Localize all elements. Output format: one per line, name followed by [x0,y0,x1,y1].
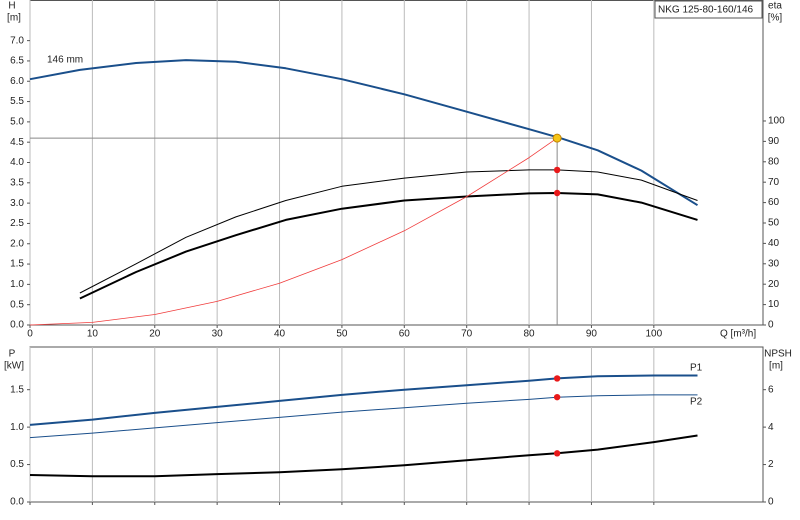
marker-dot [553,393,561,401]
series-line [29,59,699,207]
y-tick-label: 1.0 [10,279,24,290]
chart-title: NKG 125-80-160/146 [658,5,754,16]
y-tick-label: 1.5 [10,259,24,270]
y-tick-label: 3.5 [10,177,24,188]
y-tick-label: 3.0 [10,198,24,209]
y-tick-label: 0.0 [10,320,24,331]
x-label: Q [m³/h] [720,329,756,340]
y2-tick-label: 2 [768,459,774,470]
y2-unit: [%] [768,13,783,24]
marker-dot [553,375,561,382]
marker-dot [553,450,561,457]
y2-label: eta [768,1,782,12]
x-tick-label: 30 [212,329,224,340]
y-tick-label: 4.5 [10,137,24,148]
y2-tick-label: 10 [768,299,780,310]
y-tick-label: 2.0 [10,238,24,249]
x-tick-label: 80 [524,329,536,340]
y-tick-label: 1.0 [10,422,24,433]
y-unit: [kW] [4,361,24,372]
y2-tick-label: 50 [768,218,780,229]
y-tick-label: 1.5 [10,384,24,395]
y-tick-label: 5.5 [10,96,24,107]
y-tick-label: 0.0 [10,497,24,508]
y2-tick-label: 20 [768,279,780,290]
x-tick-label: 60 [399,329,411,340]
y2-tick-label: 0 [768,320,774,331]
series-line [79,192,698,300]
y2-tick-label: 90 [768,136,780,147]
title-box [654,0,763,19]
y2-tick-label: 4 [768,422,774,433]
y2-tick-label: 0 [768,497,774,508]
x-tick-label: 50 [336,329,348,340]
series-label: P1 [690,363,703,374]
y2-tick-label: 80 [768,156,780,167]
y2-tick-label: 70 [768,177,780,188]
y2-tick-label: 6 [768,384,774,395]
y2-tick-label: 60 [768,197,780,208]
y-tick-label: 0.5 [10,299,24,310]
y2-tick-label: 30 [768,258,780,269]
marker-dot [553,166,561,174]
y-tick-label: 5.0 [10,117,24,128]
y-tick-label: 0.5 [10,459,24,470]
y-tick-label: 2.5 [10,218,24,229]
y-tick-label: 7.0 [10,35,24,46]
series-label: 146 mm [47,55,83,66]
x-tick-label: 90 [586,329,598,340]
x-tick-label: 40 [274,329,286,340]
series-label: P2 [690,397,703,408]
y-tick-label: 6.5 [10,56,24,67]
series-line [29,394,698,439]
y2-unit: [m] [769,361,783,372]
series-line [29,374,698,426]
duty-point [552,133,562,143]
y2-tick-label: 100 [768,116,785,127]
series-line [29,434,698,478]
y-unit: [m] [7,13,21,24]
top-frame [29,0,764,326]
marker-dot [553,189,561,197]
series-line [29,137,558,326]
x-tick-label: 10 [87,329,99,340]
x-tick-label: 100 [645,329,662,340]
x-tick-label: 0 [27,329,33,340]
y-tick-label: 4.0 [10,157,24,168]
y-label: H [8,1,15,12]
bottom-frame [29,346,764,503]
x-tick-label: 70 [461,329,473,340]
y2-label: NPSH [764,349,792,360]
y-label: P [9,349,16,360]
x-tick-label: 20 [149,329,161,340]
y-tick-label: 6.0 [10,76,24,87]
series-line [79,169,698,294]
y2-tick-label: 40 [768,238,780,249]
